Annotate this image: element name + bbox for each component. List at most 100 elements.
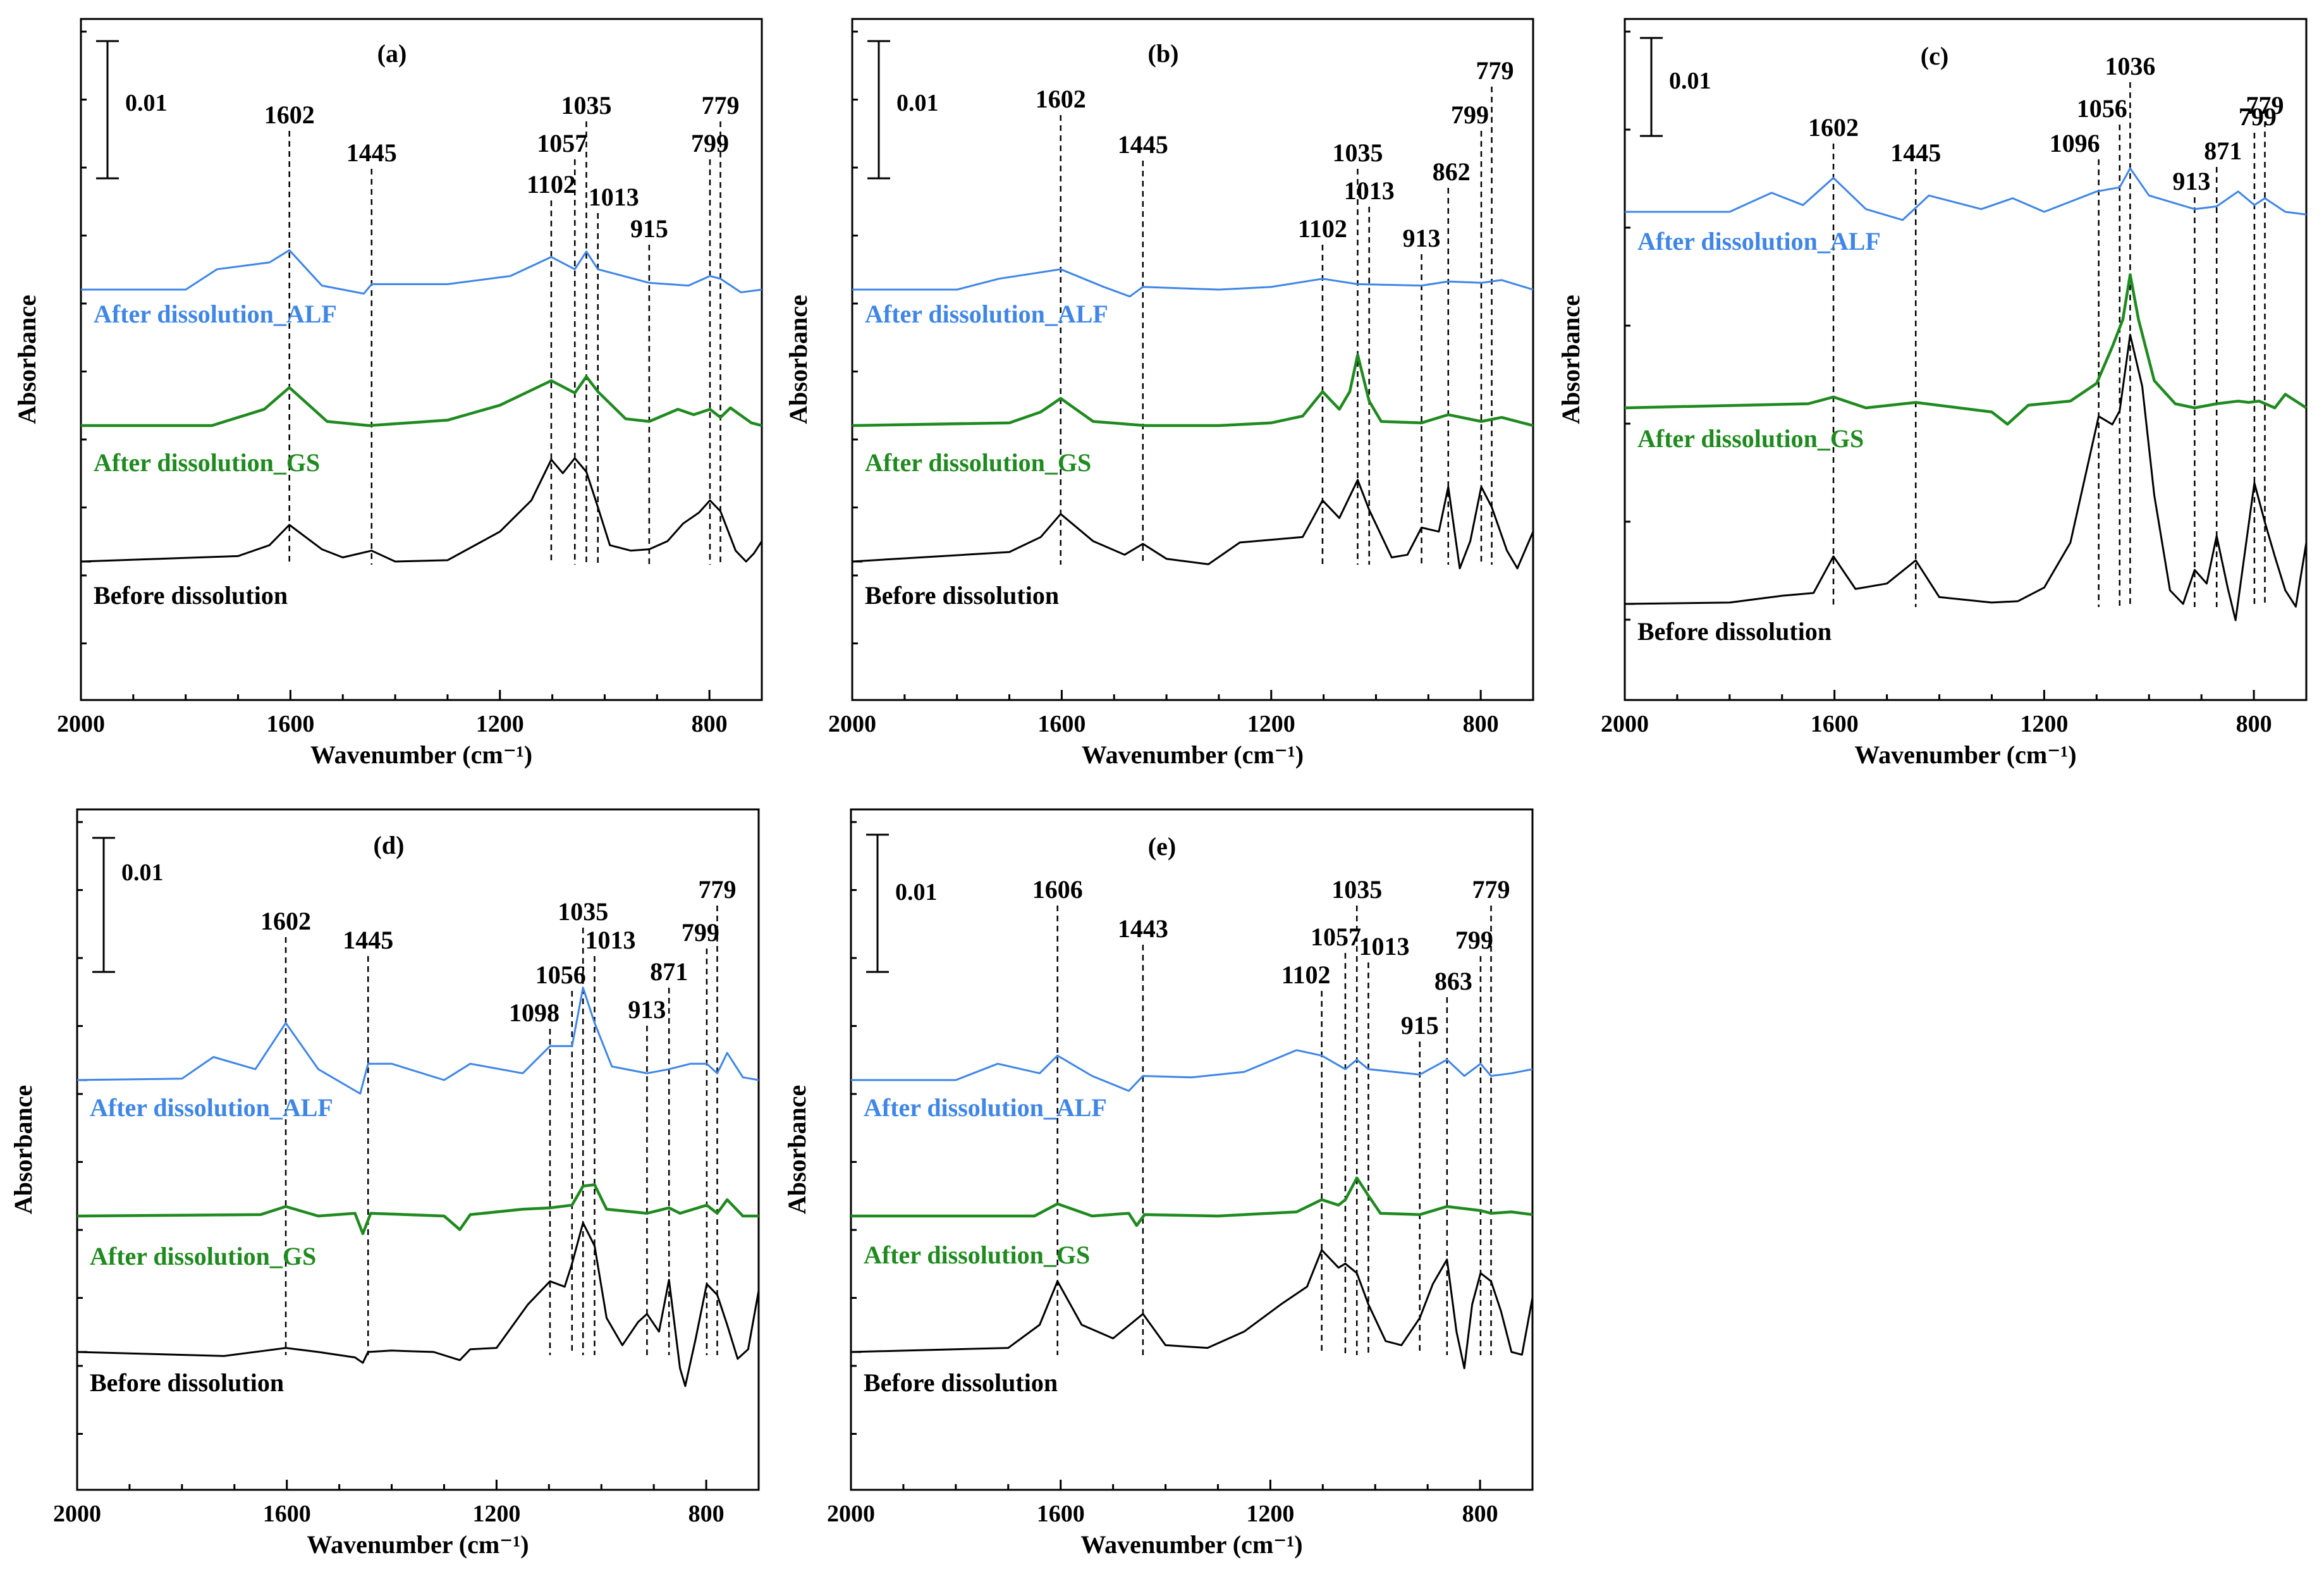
x-tick-label: 1600	[1037, 1501, 1085, 1527]
x-tick-label: 1600	[263, 1501, 311, 1527]
peak-label: 1056	[2077, 94, 2127, 123]
peak-label: 779	[1476, 56, 1514, 85]
peak-label: 1102	[1298, 214, 1347, 243]
peak-label: 779	[2246, 91, 2284, 120]
series-label-before: Before dissolution	[865, 581, 1059, 610]
panel-b: 2000 1600 1200 800 Wavenumber (cm⁻¹) Absorban…	[784, 18, 1534, 769]
peak-label: 1056	[535, 961, 586, 989]
peak-label: 1036	[2105, 52, 2155, 80]
series-label-gs: After dissolution_GS	[94, 448, 320, 477]
peak-label: 1445	[1118, 130, 1168, 159]
peak-label: 1602	[1036, 85, 1086, 113]
peak-label: 799	[1455, 926, 1493, 954]
panel-label: (a)	[377, 39, 407, 68]
series-line-gs	[852, 353, 1534, 427]
peak-label: 1102	[1281, 961, 1331, 989]
x-tick-label: 2000	[1601, 711, 1649, 737]
x-axis-title: Wavenumber (cm⁻¹)	[310, 740, 532, 769]
series-label-alf: After dissolution_ALF	[865, 300, 1108, 328]
peak-label: 1445	[343, 926, 393, 954]
x-tick-label: 2000	[57, 711, 105, 737]
peak-label: 799	[1451, 101, 1489, 129]
series-label-gs: After dissolution_GS	[1637, 424, 1864, 453]
y-axis-title: Absorbance	[9, 1085, 37, 1214]
series-line-alf	[852, 268, 1534, 298]
panel-d: 2000 1600 1200 800 Wavenumber (cm⁻¹) Absorban…	[9, 808, 760, 1559]
peak-label: 1102	[527, 170, 576, 199]
series-line-before	[850, 1249, 1534, 1370]
peak-label: 1013	[589, 183, 639, 211]
y-axis-title: Absorbance	[13, 295, 41, 424]
peak-label: 1445	[346, 138, 397, 167]
plot-frame	[851, 18, 1534, 701]
scale-bar-label: 0.01	[121, 859, 164, 886]
x-tick-label: 800	[1463, 711, 1499, 737]
peak-label: 1602	[264, 101, 315, 129]
peak-label: 1057	[537, 129, 587, 157]
series-line-alf	[81, 249, 762, 295]
x-axis-title: Wavenumber (cm⁻¹)	[1080, 1530, 1302, 1559]
peak-label: 913	[2172, 167, 2210, 195]
peak-label: 799	[691, 129, 729, 157]
x-tick-label: 800	[2236, 711, 2272, 737]
series-label-before: Before dissolution	[90, 1368, 284, 1397]
x-tick-label: 2000	[53, 1501, 101, 1527]
peak-label: 1602	[260, 907, 311, 935]
series-line-alf	[76, 986, 759, 1095]
series-label-before: Before dissolution	[94, 581, 288, 610]
panel-c: 2000 1600 1200 800 Wavenumber (cm⁻¹) Absorban…	[1556, 18, 2308, 769]
x-axis-title: Wavenumber (cm⁻¹)	[307, 1530, 529, 1559]
peak-label: 1013	[1359, 932, 1409, 961]
panel-label: (b)	[1148, 39, 1179, 68]
peak-label: 1096	[2050, 129, 2100, 157]
plot-frame	[850, 808, 1534, 1491]
x-tick-label: 1600	[1037, 711, 1086, 737]
y-axis-title: Absorbance	[1556, 295, 1585, 424]
x-tick-label: 800	[688, 1501, 725, 1527]
y-axis-title: Absorbance	[783, 1085, 811, 1214]
series-label-alf: After dissolution_ALF	[94, 300, 337, 328]
peak-label: 1035	[561, 91, 611, 120]
series-line-alf	[851, 1049, 1533, 1092]
x-tick-label: 2000	[827, 1501, 875, 1527]
peak-label: 913	[1403, 224, 1441, 252]
peak-label: 871	[2204, 137, 2242, 165]
x-tick-label: 1200	[2020, 711, 2068, 737]
peak-label: 1445	[1890, 138, 1941, 167]
peak-label: 915	[630, 214, 668, 243]
peak-label: 779	[1472, 875, 1510, 904]
series-line-before	[1624, 333, 2308, 622]
scale-bar-label: 0.01	[896, 90, 939, 116]
series-line-gs	[851, 1176, 1533, 1227]
series-label-gs: After dissolution_GS	[864, 1241, 1090, 1269]
x-tick-label: 1200	[1246, 1501, 1294, 1527]
series-line-gs	[81, 375, 762, 427]
peak-label: 779	[698, 875, 736, 904]
peak-label: 1035	[558, 897, 608, 926]
peak-label: 1606	[1032, 875, 1083, 904]
x-axis-title: Wavenumber (cm⁻¹)	[1854, 740, 2076, 769]
x-tick-label: 2000	[828, 711, 876, 737]
panel-label: (c)	[1921, 42, 1948, 70]
series-line-alf	[1625, 167, 2307, 221]
peak-label: 1035	[1331, 875, 1382, 904]
x-axis-title: Wavenumber (cm⁻¹)	[1082, 740, 1304, 769]
peak-label: 863	[1434, 967, 1472, 995]
series-label-alf: After dissolution_ALF	[90, 1093, 333, 1122]
x-tick-label: 1200	[472, 1501, 520, 1527]
peak-label: 1098	[509, 998, 560, 1027]
x-tick-label: 1200	[476, 711, 524, 737]
peak-label: 1013	[585, 926, 635, 954]
series-line-before	[76, 1222, 760, 1387]
panel-a: 2000 1600 1200 800 Wavenumber (cm⁻¹) Absorban…	[13, 18, 763, 769]
peak-label: 871	[650, 957, 688, 986]
peak-label: 1013	[1344, 176, 1395, 205]
series-label-gs: After dissolution_GS	[865, 448, 1091, 477]
scale-bar-label: 0.01	[125, 90, 168, 116]
x-tick-label: 800	[1462, 1501, 1498, 1527]
peak-label: 915	[1401, 1011, 1439, 1040]
panel-label: (d)	[374, 831, 405, 859]
x-tick-label: 1200	[1247, 711, 1295, 737]
series-line-gs	[76, 1183, 759, 1236]
